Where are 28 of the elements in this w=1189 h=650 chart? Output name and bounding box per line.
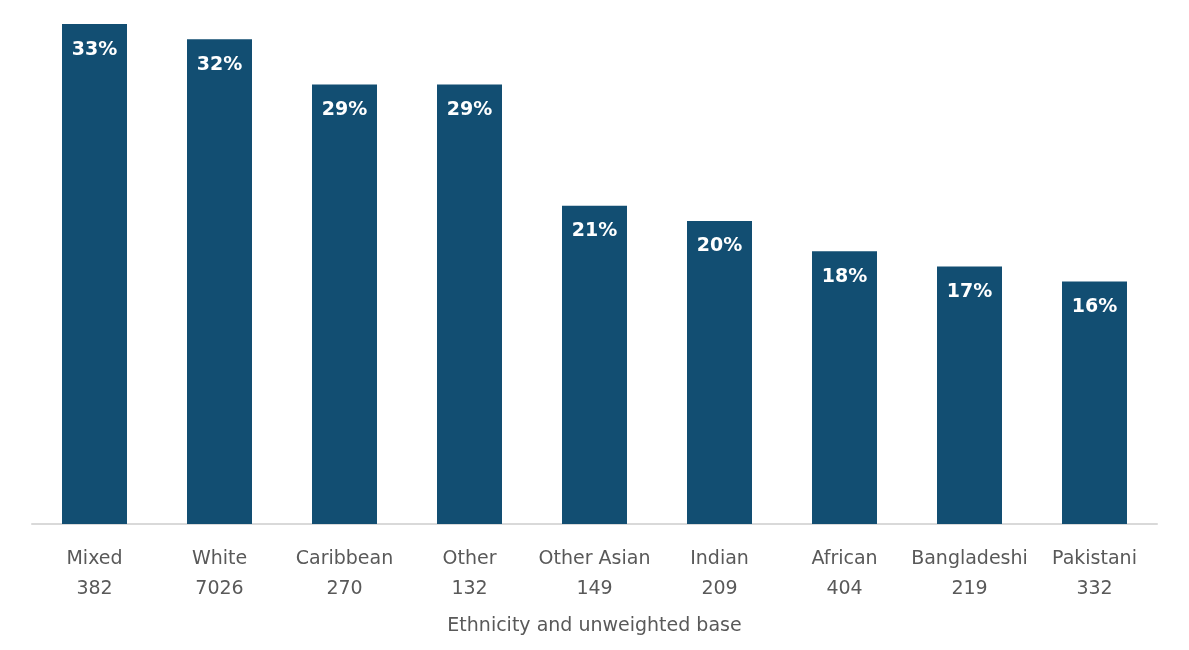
data-label: 16% bbox=[1071, 294, 1118, 317]
data-label: 33% bbox=[71, 36, 118, 59]
x-tick-label: Caribbean 270 bbox=[295, 546, 394, 598]
x-tick-label: White 7026 bbox=[191, 546, 248, 598]
bar bbox=[687, 220, 752, 524]
data-label: 21% bbox=[571, 218, 618, 241]
x-tick-label: Bangladeshi 219 bbox=[911, 546, 1028, 598]
bar bbox=[1062, 281, 1127, 524]
bar bbox=[812, 251, 877, 524]
bar bbox=[312, 84, 377, 524]
data-label: 32% bbox=[196, 51, 243, 74]
x-tick-label: Mixed 382 bbox=[66, 546, 123, 598]
bar bbox=[187, 39, 252, 524]
data-label: 20% bbox=[696, 233, 743, 256]
x-tick-label: Other 132 bbox=[442, 546, 497, 598]
bar bbox=[62, 24, 127, 524]
bar bbox=[437, 84, 502, 524]
x-tick-label: Indian 209 bbox=[690, 546, 749, 598]
x-tick-label: Other Asian 149 bbox=[538, 546, 651, 598]
x-tick-label: Pakistani 332 bbox=[1052, 546, 1137, 598]
data-label: 29% bbox=[446, 97, 493, 120]
x-axis-title: Ethnicity and unweighted base bbox=[447, 612, 742, 635]
data-label: 17% bbox=[946, 278, 993, 301]
bar bbox=[562, 205, 627, 524]
data-label: 18% bbox=[821, 263, 868, 286]
data-label: 29% bbox=[321, 97, 368, 120]
x-tick-label: African 404 bbox=[811, 546, 878, 598]
bar bbox=[937, 266, 1002, 524]
